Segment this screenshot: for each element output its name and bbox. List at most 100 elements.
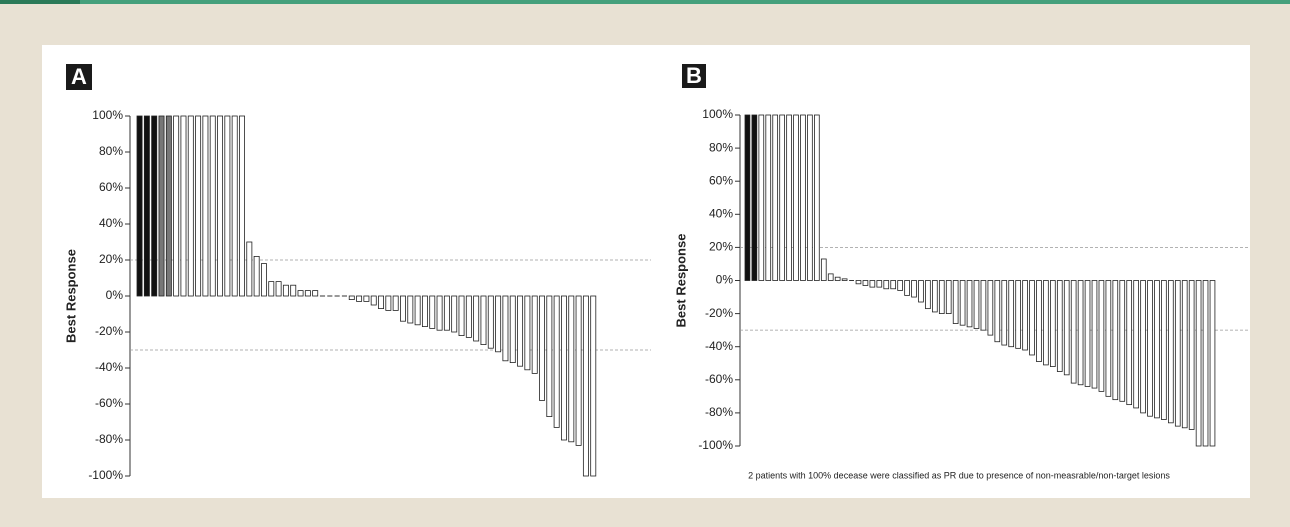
bar [136,115,143,297]
bar [945,280,952,314]
bar [1070,280,1077,384]
y-axis-label: Best Response [63,249,78,343]
bar [952,280,959,324]
panel [42,45,1250,498]
bar [869,280,876,288]
bar [1001,280,1008,346]
bar [1195,280,1202,447]
bar [158,115,165,297]
bar [1126,280,1133,406]
y-tick-label: -40% [705,339,733,353]
bar [224,115,231,297]
bar [304,290,311,297]
bar [561,295,567,441]
bar [260,263,267,297]
panel-label-box [682,64,706,88]
y-tick-label: 60% [99,180,123,194]
bar [1043,280,1049,366]
bar [827,273,834,281]
bar [582,295,589,477]
bar [502,295,509,362]
bar [758,114,765,281]
bar [994,280,1001,343]
bar [173,115,180,297]
y-tick-label: -100% [698,438,733,452]
bar [1112,280,1119,401]
panel-label: A [71,64,87,89]
y-tick-label: -40% [95,360,123,374]
bar [786,114,792,281]
y-tick-label: -20% [95,324,123,338]
bar [966,280,973,328]
bar [246,241,253,297]
bar [779,114,785,281]
y-tick-label: 20% [709,240,733,254]
bar [378,295,384,310]
bar [765,114,772,281]
bar [553,295,560,428]
bar [820,258,827,281]
bar [590,295,597,477]
bar [202,115,209,297]
bar [465,295,472,338]
bar [1063,280,1070,376]
bar [1091,280,1098,389]
y-tick-label: 0% [716,273,734,287]
bar [195,115,202,297]
bar [239,115,245,297]
bar [1147,280,1153,417]
bar [531,295,538,374]
y-tick-label: 0% [106,288,124,302]
bar [473,295,480,342]
bar [800,114,806,281]
y-tick-label: -60% [705,372,733,386]
bar [932,280,938,313]
bar [973,280,980,329]
bar [1161,280,1167,420]
bar [1084,280,1091,387]
bar [1140,280,1146,414]
y-axis-label: Best Response [673,234,688,328]
bar [429,295,436,329]
bar [253,255,260,297]
bar [487,295,494,349]
bar [918,280,924,303]
y-tick-label: 40% [709,206,733,220]
bar [575,295,582,446]
bar [862,280,869,286]
bar [876,280,883,288]
bar [807,114,813,281]
bar [370,295,377,306]
bar [180,115,187,297]
bar [495,295,502,353]
bar [751,114,758,281]
footnote: 2 patients with 100% decease were classi… [748,470,1170,480]
y-tick-label: 100% [702,107,733,121]
bar [275,281,282,297]
bar [904,280,910,296]
y-tick-label: 20% [99,252,123,266]
bar [458,295,465,336]
bar [143,115,150,297]
bar [546,295,553,417]
bar [407,295,414,324]
bar [855,280,862,285]
bar [1105,280,1112,397]
bar [282,284,289,297]
bar [1077,280,1084,386]
bar [356,295,363,302]
y-tick-label: -20% [705,306,733,320]
bar [834,276,841,281]
panel-label: B [686,63,702,88]
bar [297,290,304,297]
bar [524,295,531,371]
bar [980,280,987,331]
bar [1133,280,1139,409]
bar [1098,280,1105,392]
bar [385,295,392,311]
bar [1029,280,1035,356]
bar [1174,280,1181,427]
bar [392,295,399,311]
bar [414,295,421,326]
